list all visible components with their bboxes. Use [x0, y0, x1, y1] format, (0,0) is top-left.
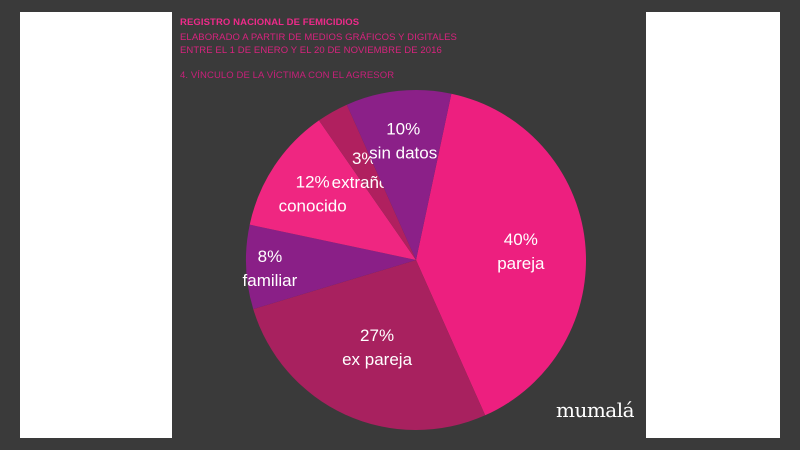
pie-slice-ex-pareja [253, 260, 486, 431]
slice-category-label: conocido [279, 196, 347, 215]
slice-category-label: sin datos [369, 143, 437, 162]
mumala-logo: mumalá [556, 398, 635, 422]
chart-title: REGISTRO NACIONAL DE FEMICIDIOS [180, 17, 360, 28]
pie-slice-sin-datos [346, 90, 452, 260]
pie-slice-conocido [249, 120, 416, 260]
right-white-margin [646, 12, 780, 438]
slice-category-label: familiar [243, 271, 298, 290]
slice-percent-label: 12% [296, 172, 330, 191]
slice-percent-label: 10% [386, 119, 420, 138]
slice-percent-label: 27% [360, 326, 394, 345]
section-heading: 4. VÍNCULO DE LA VÍCTIMA CON EL AGRESOR [180, 70, 395, 81]
pie-slice-pareja [416, 93, 587, 416]
left-white-margin [20, 12, 172, 438]
pie-slice-extraños [318, 104, 416, 261]
chart-subtitle-2: ENTRE EL 1 DE ENERO Y EL 20 DE NOVIEMBRE… [180, 45, 442, 56]
chart-subtitle-1: ELABORADO A PARTIR DE MEDIOS GRÁFICOS Y … [180, 32, 457, 43]
slice-percent-label: 8% [258, 247, 283, 266]
slice-percent-label: 40% [504, 230, 538, 249]
slice-category-label: pareja [497, 254, 545, 273]
slice-category-label: ex pareja [342, 350, 412, 369]
pie-slice-familiar [245, 224, 416, 310]
